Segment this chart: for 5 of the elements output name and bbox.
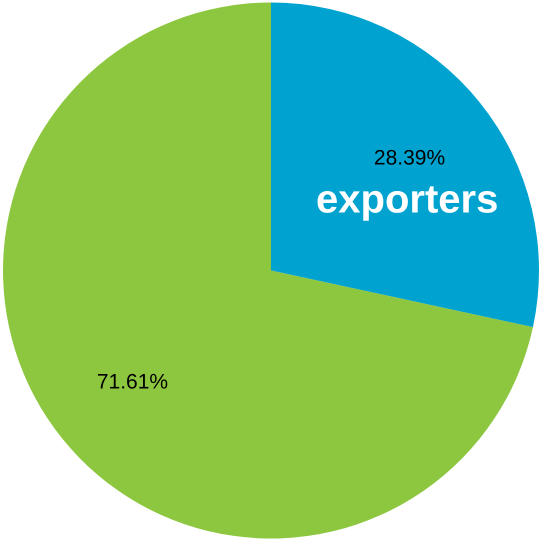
slice-label: exporters — [316, 178, 498, 222]
pie-slice — [271, 2, 539, 328]
pie-slice — [3, 2, 533, 538]
data-label: 28.39% — [374, 146, 446, 170]
data-label: 71.61% — [96, 370, 168, 394]
